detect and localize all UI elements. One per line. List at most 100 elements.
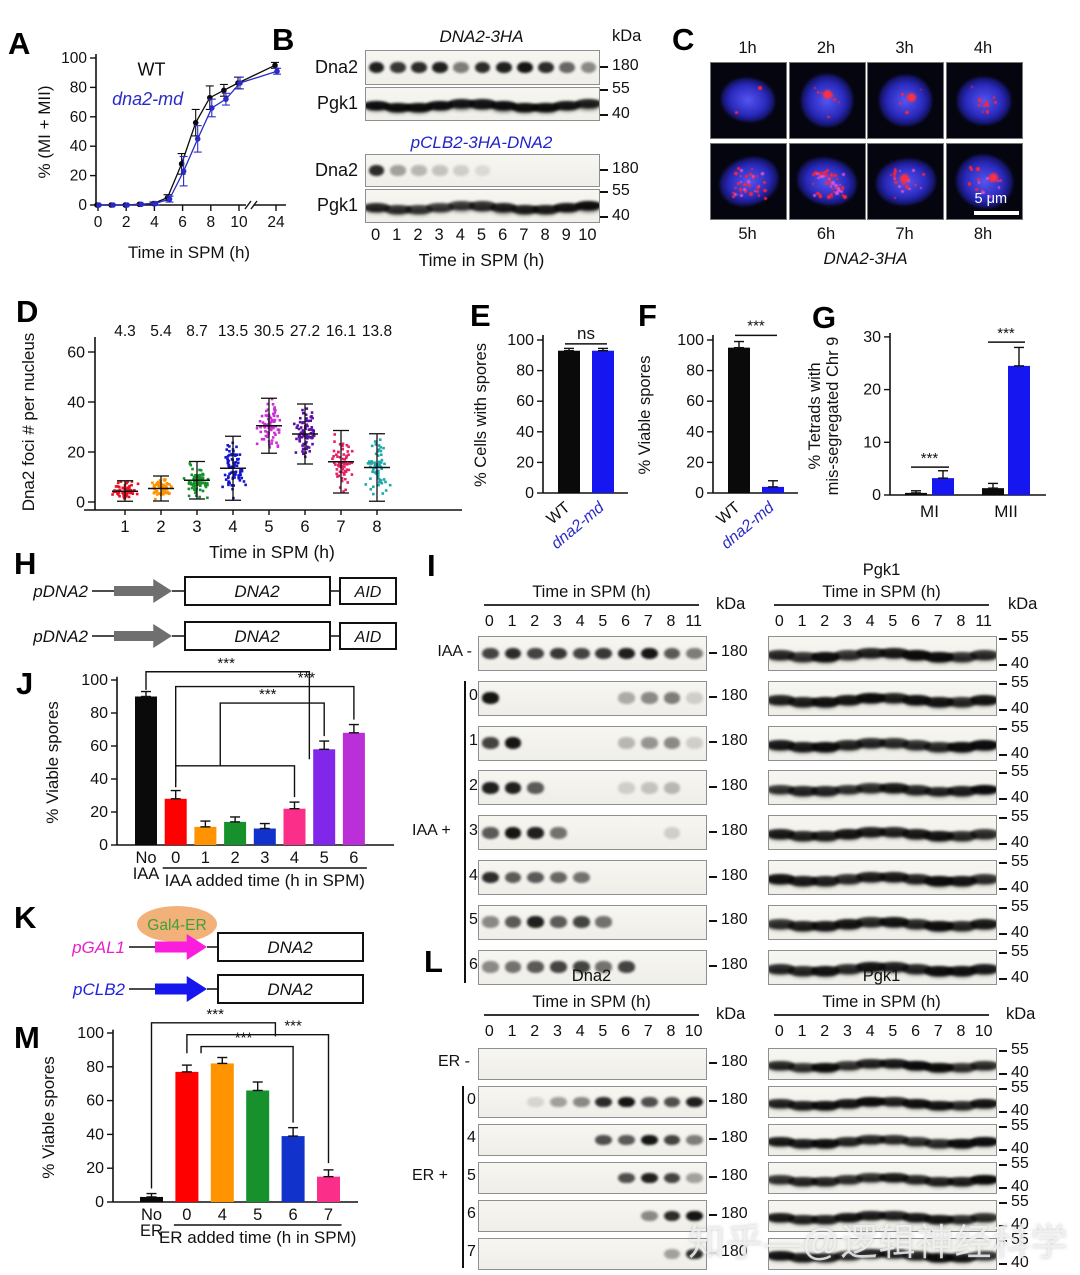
xtick: 4: [218, 1206, 227, 1224]
kda-value: 180: [721, 956, 748, 974]
c-focus: [892, 175, 897, 179]
kda-tick: [600, 89, 608, 91]
pL-bl ot-right-2: [768, 1124, 997, 1156]
d-mean-label: 13.8: [362, 323, 392, 340]
c-focus: [970, 85, 973, 88]
kda-tick: [999, 727, 1007, 730]
c-focus-purple: [828, 177, 831, 180]
pL-lane-right: 10: [974, 1023, 993, 1040]
bar-NoER: [140, 1196, 163, 1202]
pI-bl ot-right-2: [768, 725, 997, 761]
b-blot-0-dna2: [365, 50, 600, 85]
er-construct-diagram: Gal4-ER pGAL1 DNA2 pCLB2 DNA2: [71, 906, 364, 1004]
ytick: 80: [516, 363, 534, 380]
c-focus: [750, 167, 753, 170]
xtick: No: [135, 849, 156, 867]
c-focus-purple: [739, 180, 742, 183]
d-ytick: 20: [67, 445, 85, 462]
a-line-WT: [97, 64, 276, 206]
bar-dna2-md: [592, 350, 614, 493]
kda-value: 55: [1011, 718, 1029, 736]
c-focus: [976, 177, 980, 181]
kda-tick: [999, 798, 1007, 801]
pL-blot-left-0: [478, 1048, 707, 1080]
c-time-label-top: 3h: [895, 39, 914, 57]
pI-row-label-minus: IAA -: [437, 642, 472, 660]
pL-lane-left: 10: [684, 1023, 703, 1040]
pI-bl ot-right-3: [768, 770, 997, 806]
pI-bl ot-right-4: [768, 815, 997, 851]
a-point: [192, 119, 199, 126]
pL-bl ot-right-5: [768, 1238, 997, 1270]
kda-tick: [999, 1111, 1007, 1113]
kda-tick: [999, 1187, 1007, 1189]
pI-bl ot-right-7: [768, 949, 997, 985]
c-focus: [898, 102, 901, 105]
pI-lane-left: 5: [598, 613, 608, 630]
pL-lane-left: 6: [621, 1023, 630, 1040]
c-focus-purple: [837, 189, 841, 193]
pL-left-underline: [484, 1014, 699, 1016]
sig-stars: ***: [206, 1006, 224, 1023]
bar-WT: [558, 350, 580, 493]
kda-value: 55: [612, 80, 630, 97]
a-point: [152, 200, 159, 207]
d-mean-label: 27.2: [290, 323, 320, 340]
b-row-label-pgk1: Pgk1: [316, 93, 358, 113]
c-focus-purple: [816, 172, 819, 175]
c-focus: [731, 191, 735, 195]
a-point: [166, 196, 173, 202]
kda-tick: [709, 965, 717, 968]
kda-tick: [709, 741, 717, 744]
a-xtick: 10: [230, 214, 248, 231]
k-gene-box: [217, 974, 364, 1004]
panel-b-label: B: [272, 22, 295, 57]
pL-right-title: Pgk1: [862, 967, 901, 985]
d-ylabel: Dna2 foci # per nucleus: [19, 333, 38, 512]
a-point: [138, 201, 145, 208]
ytick: 80: [86, 1059, 104, 1076]
c-cell-image: [710, 62, 787, 139]
d-ytick: 60: [67, 345, 85, 362]
pI-row-number: 0: [469, 687, 478, 705]
pI-right-title: Pgk1: [862, 561, 901, 579]
g-sig-MI: ***: [921, 450, 939, 467]
foci-dot-plot: 0 20 40 60 Dna2 foci # per nucleus 1 4.3 2 5.4 3 8…: [19, 323, 462, 562]
pL-lane-right: 3: [842, 1023, 852, 1040]
c-focus-purple: [739, 194, 743, 197]
panel-m-er-viable-spores-chart: 0 20 40 60 80 100 % Viable spores No ER 0 4 5 6 7 *** *…: [14, 1006, 444, 1275]
kda-tick: [999, 1050, 1007, 1052]
a-xtick: 24: [267, 214, 285, 231]
pL-blot-left-5: [478, 1238, 707, 1270]
g-group-label-MII: MII: [994, 502, 1018, 521]
c-focus: [749, 172, 753, 177]
d-mean-label: 8.7: [186, 323, 208, 340]
pI-left-header: Time in SPM (h): [532, 583, 651, 601]
kda-value: 55: [1011, 1079, 1029, 1096]
pL-row-number: 6: [467, 1205, 476, 1222]
a-ytick: 80: [70, 79, 88, 96]
panel-b-western-blots: DNA2-3HA kDa pCLB2-3HA-DNA2 Dna2 180 Pgk1 55 40…: [268, 24, 668, 286]
h-tag-box: [339, 622, 397, 650]
b-lane-label: 6: [498, 226, 508, 244]
kda-value: 40: [1011, 968, 1029, 986]
c-focus: [904, 185, 909, 190]
c-focus: [833, 98, 837, 101]
pL-left-header: Time in SPM (h): [532, 993, 651, 1011]
k-promoter-label: pCLB2: [72, 980, 126, 999]
kda-value: 180: [721, 642, 748, 660]
c-focus: [744, 189, 748, 193]
b-lane-label: 9: [561, 226, 571, 244]
c-focus: [814, 86, 817, 89]
ytick: 20: [516, 454, 534, 471]
xtick: 4: [290, 849, 299, 867]
kda-tick: [999, 1073, 1007, 1075]
kda-tick: [999, 1088, 1007, 1090]
c-cell-image: [867, 143, 944, 220]
b-lane-label: 8: [540, 226, 550, 244]
panel-k-er-constructs: Gal4-ER pGAL1 DNA2 pCLB2 DNA2: [14, 898, 424, 1023]
c-focus: [922, 173, 926, 177]
kda-tick: [709, 1100, 717, 1102]
c-focus-purple: [898, 169, 902, 173]
